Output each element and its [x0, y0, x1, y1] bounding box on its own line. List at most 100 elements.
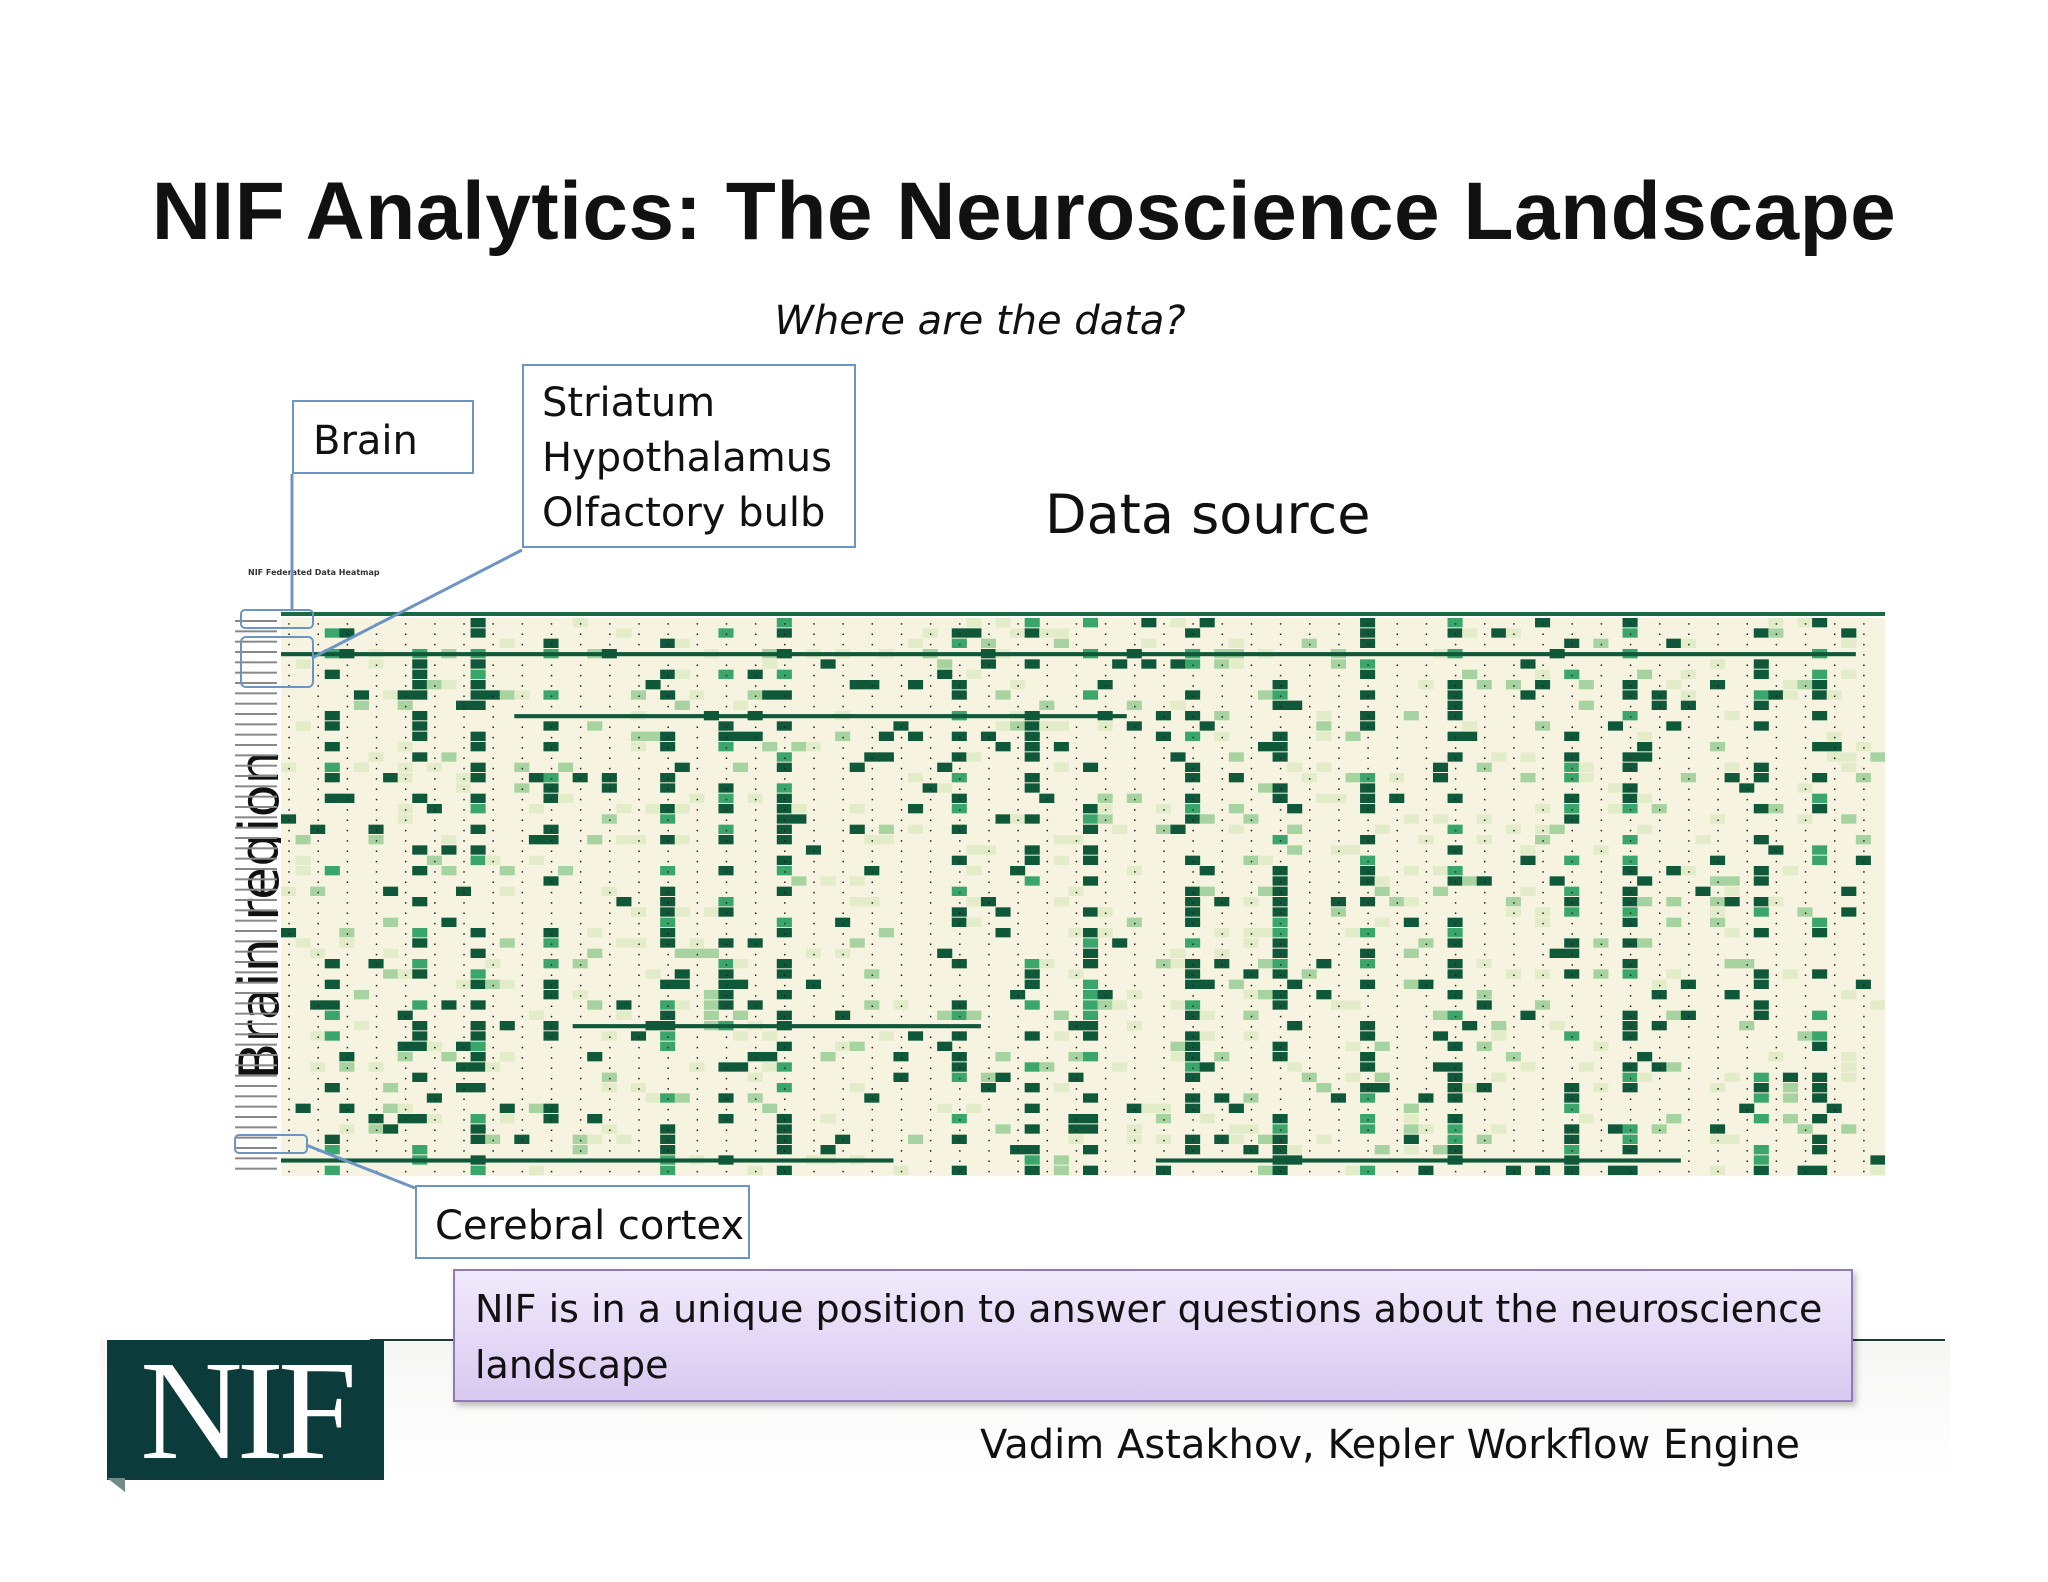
heatmap-dot [988, 633, 990, 635]
heatmap-dot [988, 1129, 990, 1131]
heatmap-cell [849, 897, 865, 907]
heatmap-dot [434, 840, 436, 842]
heatmap-dot [1309, 716, 1311, 718]
heatmap-cell [528, 1010, 544, 1020]
heatmap-dot [754, 798, 757, 801]
heatmap-dot [288, 1098, 290, 1100]
heatmap-dot [288, 881, 290, 883]
heatmap-dot [667, 633, 669, 635]
heatmap-dot [550, 953, 553, 956]
heatmap-dot [813, 1077, 815, 1080]
heatmap-cell [1476, 876, 1492, 886]
heatmap-dot [1163, 984, 1165, 987]
heatmap-dot [609, 1015, 611, 1018]
heatmap-dot [929, 1108, 932, 1111]
heatmap-dot [1075, 1015, 1078, 1018]
heatmap-cell [470, 618, 486, 628]
heatmap-cell [1257, 1134, 1274, 1144]
heatmap-dot [1688, 819, 1690, 821]
heatmap-cell [339, 1062, 355, 1072]
heatmap-dot [959, 798, 961, 801]
heatmap-dot [1017, 860, 1019, 863]
heatmap-dot [1600, 623, 1603, 625]
heatmap-dot [871, 705, 874, 708]
heatmap-row-label [235, 785, 277, 788]
heatmap-dot [1396, 809, 1399, 811]
heatmap-dot [1163, 840, 1165, 842]
heatmap-cell [1185, 690, 1201, 700]
heatmap-dot [1484, 767, 1486, 770]
heatmap-cell [1520, 1062, 1536, 1072]
heatmap-cell [1782, 1093, 1799, 1103]
heatmap-dot [1425, 778, 1428, 780]
heatmap-dot [784, 788, 786, 790]
heatmap-dot [784, 1077, 786, 1080]
heatmap-dot [375, 747, 378, 749]
heatmap-dot [288, 1139, 290, 1142]
heatmap-dot [638, 1036, 640, 1038]
heatmap-dot [1833, 1067, 1836, 1069]
heatmap-dot [871, 798, 874, 801]
heatmap-dot [1221, 1139, 1224, 1142]
heatmap-dot [463, 726, 465, 728]
heatmap-dot [1192, 933, 1194, 935]
heatmap-cell [470, 700, 486, 710]
heatmap-dot [521, 871, 524, 873]
heatmap-dot [1425, 1129, 1428, 1131]
heatmap-dot [346, 1015, 349, 1018]
heatmap-cell [1360, 1114, 1376, 1124]
heatmap-dot [1017, 902, 1019, 904]
heatmap-dot [375, 643, 378, 646]
heatmap-dot [288, 643, 290, 646]
heatmap-dot [1542, 871, 1544, 873]
heatmap-cell [1447, 824, 1463, 834]
heatmap-dot [521, 984, 524, 987]
heatmap-cell [689, 690, 705, 700]
heatmap-dot [1250, 1057, 1253, 1059]
heatmap-cell [1403, 1124, 1419, 1134]
heatmap-dot [1775, 1150, 1778, 1152]
heatmap-dot [463, 1129, 465, 1131]
heatmap-cell [470, 1031, 486, 1041]
heatmap-dot [288, 757, 290, 759]
heatmap-cell [543, 742, 559, 752]
heatmap-cell [1199, 1031, 1215, 1041]
heatmap-cell [835, 1134, 851, 1144]
heatmap-dot [1571, 871, 1573, 873]
heatmap-dot [1046, 685, 1049, 687]
heatmap-dot [754, 953, 757, 956]
heatmap-cell [660, 669, 676, 679]
heatmap-cell [543, 783, 559, 793]
heatmap-cell [455, 773, 472, 783]
heatmap-dot [667, 912, 669, 914]
heatmap-row-label [235, 992, 277, 994]
heatmap-dot [1104, 1046, 1107, 1049]
heatmap-dot [1338, 1026, 1340, 1028]
heatmap-dot [1600, 902, 1603, 904]
heatmap-dot [521, 788, 524, 790]
heatmap-dot [521, 912, 524, 914]
heatmap-cell [1126, 793, 1142, 803]
heatmap-cell [1228, 638, 1244, 648]
heatmap-cell [689, 938, 705, 948]
heatmap-dot [1688, 695, 1690, 697]
heatmap-dot [288, 943, 290, 945]
heatmap-dot [375, 1015, 378, 1018]
heatmap-dot [1746, 788, 1748, 790]
heatmap-dot [346, 633, 349, 635]
heatmap-cell [1797, 1031, 1813, 1041]
heatmap-cell [1272, 1114, 1288, 1124]
heatmap-cell [1316, 793, 1332, 803]
heatmap-dot [1309, 1046, 1311, 1049]
heatmap-dot [1746, 674, 1748, 677]
heatmap-dot [1454, 1150, 1457, 1152]
heatmap-dot [434, 881, 436, 883]
heatmap-dot [1163, 1005, 1165, 1007]
heatmap-dot [842, 1139, 844, 1142]
heatmap-cell [1024, 814, 1040, 824]
heatmap-cell [1214, 1093, 1230, 1103]
heatmap-dot [1600, 1129, 1603, 1131]
heatmap-cell [980, 659, 997, 669]
heatmap-dot [1425, 664, 1428, 666]
heatmap-cell [1476, 680, 1492, 690]
